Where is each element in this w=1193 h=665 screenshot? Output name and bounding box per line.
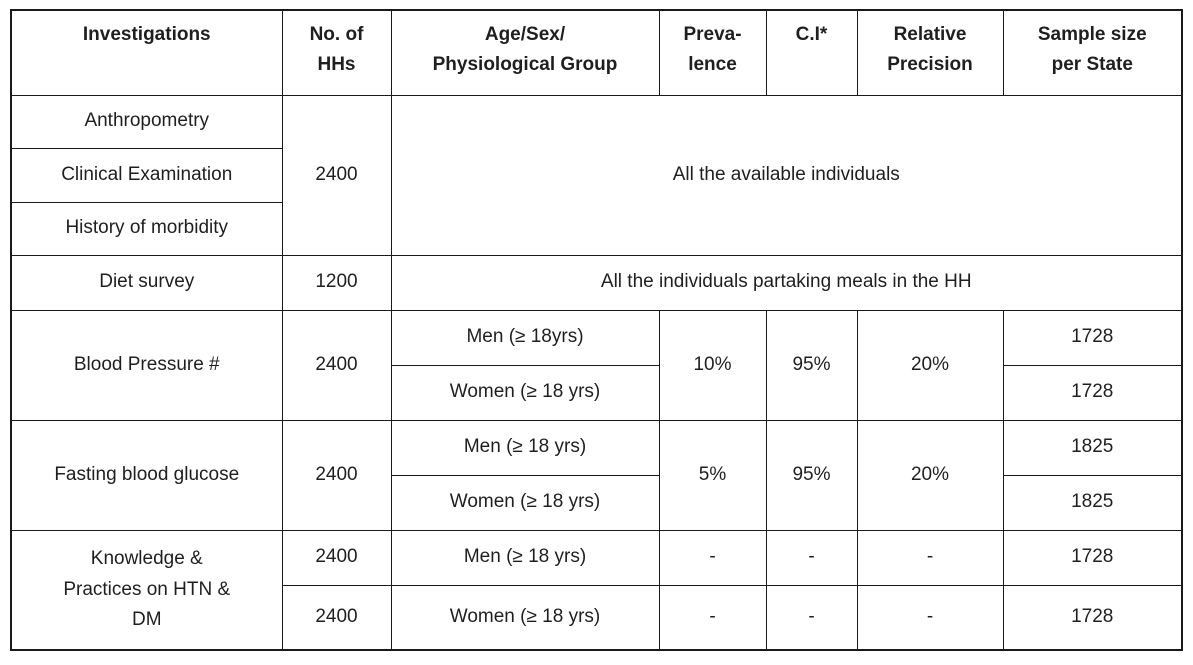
cell-ci-knowledge-women: - xyxy=(765,584,858,651)
cell-relative-precision-bp: 20% xyxy=(856,309,1004,421)
cell-investigation-history-of-morbidity: History of morbidity xyxy=(10,201,283,256)
row-knowledge-women: 2400 Women (≥ 18 yrs) - - - 1728 xyxy=(11,584,1183,651)
cell-prevalence-knowledge-men: - xyxy=(658,529,767,586)
cell-sample-knowledge-women: 1728 xyxy=(1002,584,1183,651)
cell-ci-fbg: 95% xyxy=(765,419,858,531)
cell-sample-knowledge-men: 1728 xyxy=(1002,529,1183,586)
row-knowledge-men: Knowledge & Practices on HTN & DM 2400 M… xyxy=(10,529,1183,651)
cell-investigation-fasting-glucose: Fasting blood glucose xyxy=(10,419,283,531)
cell-hhs-knowledge-women: 2400 xyxy=(281,584,392,651)
cell-hhs-anthropometry-group: 2400 xyxy=(281,94,392,256)
cell-group-bp-women: Women (≥ 18 yrs) xyxy=(390,364,660,421)
cell-prevalence-fbg: 5% xyxy=(658,419,767,531)
row-anthropometry: Anthropometry 2400 All the available ind… xyxy=(10,94,1183,256)
cell-group-knowledge-men: Men (≥ 18 yrs) xyxy=(390,529,660,586)
row-blood-pressure-women: Women (≥ 18 yrs) 1728 xyxy=(11,364,1183,421)
col-header-prevalence: Preva- lence xyxy=(658,9,767,96)
cell-note-partaking-meals: All the individuals partaking meals in t… xyxy=(390,254,1183,311)
cell-group-knowledge-women: Women (≥ 18 yrs) xyxy=(390,584,660,651)
cell-investigation-anthropometry: Anthropometry xyxy=(10,94,283,149)
row-fasting-glucose-men: Fasting blood glucose 2400 Men (≥ 18 yrs… xyxy=(10,419,1183,531)
cell-relative-precision-knowledge-women: - xyxy=(856,584,1004,651)
cell-ci-bp: 95% xyxy=(765,309,858,421)
cell-hhs-fasting-glucose: 2400 xyxy=(281,419,392,531)
cell-relative-precision-fbg: 20% xyxy=(856,419,1004,531)
cell-group-fbg-women: Women (≥ 18 yrs) xyxy=(390,474,660,531)
cell-investigation-clinical-examination: Clinical Examination xyxy=(10,147,283,203)
cell-investigation-diet-survey: Diet survey xyxy=(10,254,283,311)
col-header-age-sex-group: Age/Sex/ Physiological Group xyxy=(390,9,660,96)
cell-relative-precision-knowledge-men: - xyxy=(856,529,1004,586)
cell-hhs-diet-survey: 1200 xyxy=(281,254,392,311)
row-history-of-morbidity: History of morbidity xyxy=(10,201,1182,256)
col-header-investigations: Investigations xyxy=(10,9,283,96)
cell-sample-fbg-men: 1825 xyxy=(1002,419,1183,476)
col-header-sample-size: Sample size per State xyxy=(1002,9,1183,96)
cell-prevalence-knowledge-women: - xyxy=(658,584,767,651)
cell-ci-knowledge-men: - xyxy=(765,529,858,586)
survey-design-table: Investigations No. of HHs Age/Sex/ Physi… xyxy=(10,9,1183,651)
cell-group-bp-men: Men (≥ 18yrs) xyxy=(390,309,660,366)
row-blood-pressure-men: Blood Pressure # 2400 Men (≥ 18yrs) 10% … xyxy=(10,309,1183,421)
cell-sample-bp-women: 1728 xyxy=(1002,364,1183,421)
survey-design-table-container: Investigations No. of HHs Age/Sex/ Physi… xyxy=(10,9,1183,651)
cell-investigation-knowledge-practices: Knowledge & Practices on HTN & DM xyxy=(10,529,283,651)
header-row: Investigations No. of HHs Age/Sex/ Physi… xyxy=(10,9,1183,96)
col-header-ci: C.I* xyxy=(765,9,858,96)
cell-hhs-knowledge-men: 2400 xyxy=(281,529,392,586)
cell-investigation-blood-pressure: Blood Pressure # xyxy=(10,309,283,421)
cell-prevalence-bp: 10% xyxy=(658,309,767,421)
col-header-relative-precision: Relative Precision xyxy=(856,9,1004,96)
cell-hhs-blood-pressure: 2400 xyxy=(281,309,392,421)
col-header-no-of-hhs: No. of HHs xyxy=(281,9,392,96)
cell-group-fbg-men: Men (≥ 18 yrs) xyxy=(390,419,660,476)
row-fasting-glucose-women: Women (≥ 18 yrs) 1825 xyxy=(11,474,1183,531)
row-diet-survey: Diet survey 1200 All the individuals par… xyxy=(10,254,1183,311)
cell-sample-bp-men: 1728 xyxy=(1002,309,1183,366)
row-clinical-examination: Clinical Examination xyxy=(10,147,1182,203)
cell-sample-fbg-women: 1825 xyxy=(1002,474,1183,531)
cell-note-all-available-individuals: All the available individuals xyxy=(390,94,1183,256)
